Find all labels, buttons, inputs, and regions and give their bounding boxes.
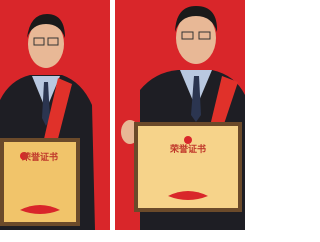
certificate-title: 荣誉证书	[169, 143, 206, 155]
photo-collage: 荣誉证书 荣誉证书	[0, 0, 245, 242]
emblem	[184, 136, 192, 144]
certificate-title: 荣誉证书	[21, 151, 58, 163]
right-photo: 荣誉证书	[115, 0, 245, 230]
left-photo: 荣誉证书	[0, 0, 110, 230]
page: {"photos": [{"certificate_title": "荣誉证书"…	[0, 0, 245, 242]
